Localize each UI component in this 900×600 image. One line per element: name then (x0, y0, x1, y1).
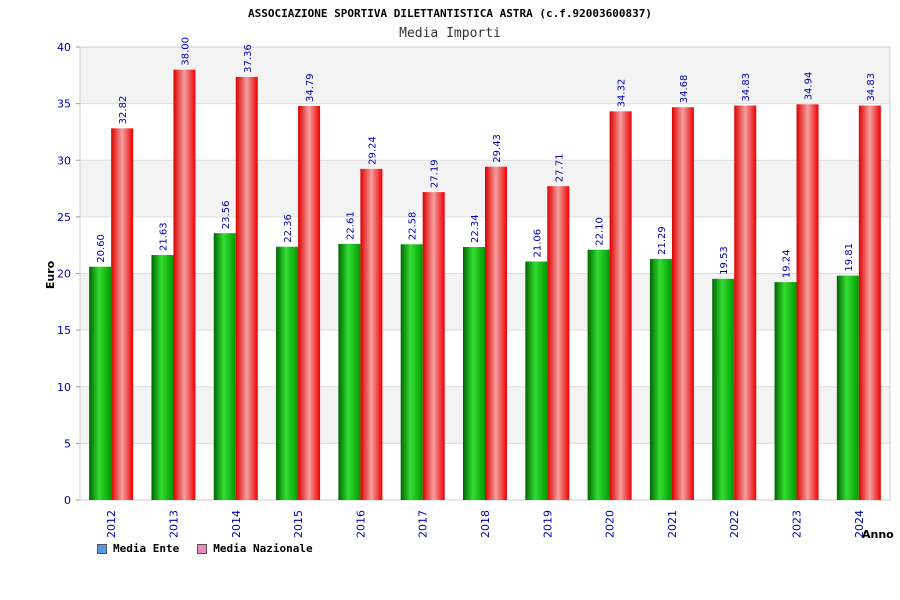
grid-band (80, 47, 890, 104)
bar-media-nazionale (796, 104, 819, 500)
x-tick-label: 2022 (728, 510, 741, 538)
data-label-media-ente: 21.06 (532, 229, 543, 258)
plot-area: 0 5 10 15 20 25 30 35 40 20.60 32.82 2012 21.63 38.00… (57, 37, 891, 538)
bar-media-ente (587, 249, 610, 500)
data-label-media-nazionale: 27.19 (430, 159, 441, 188)
bar-media-ente (338, 243, 361, 500)
data-label-media-ente: 22.10 (595, 217, 606, 246)
x-tick-label: 2020 (604, 510, 617, 538)
legend-label-ente: Media Ente (113, 542, 180, 555)
legend-swatch-ente (97, 543, 107, 554)
y-tick-label: 40 (57, 41, 71, 54)
x-tick-label: 2012 (105, 510, 118, 538)
bar-media-ente (276, 246, 299, 500)
x-tick-label: 2024 (853, 510, 866, 538)
legend-swatch-nazionale (197, 543, 208, 554)
bar-media-ente (151, 255, 174, 500)
bar-media-nazionale (298, 106, 321, 501)
data-label-media-nazionale: 37.36 (243, 44, 254, 73)
y-tick-label: 5 (64, 437, 71, 450)
x-tick-label: 2015 (292, 510, 305, 538)
x-tick-label: 2021 (666, 510, 679, 538)
data-label-media-ente: 22.34 (470, 214, 481, 243)
bar-media-nazionale (111, 128, 134, 500)
x-tick-label: 2018 (479, 510, 492, 538)
data-label-media-ente: 21.63 (158, 222, 169, 251)
bar-media-ente (525, 261, 548, 500)
y-tick-label: 30 (57, 154, 71, 167)
bar-media-nazionale (671, 107, 694, 501)
x-tick-label: 2023 (791, 510, 804, 538)
data-label-media-nazionale: 34.83 (741, 73, 752, 102)
bar-media-nazionale (547, 186, 570, 500)
bar-media-ente (836, 275, 859, 500)
legend-item-ente: Media Ente (97, 542, 179, 555)
bar-media-ente (649, 258, 672, 500)
y-axis-label: Euro (44, 260, 57, 289)
data-label-media-ente: 20.60 (96, 234, 107, 263)
legend-label-nazionale: Media Nazionale (213, 542, 313, 555)
bar-media-nazionale (173, 69, 196, 501)
data-label-media-ente: 19.24 (782, 249, 793, 278)
data-label-media-ente: 22.58 (408, 212, 419, 241)
data-label-media-nazionale: 34.32 (617, 79, 628, 108)
bar-media-ente (463, 246, 485, 500)
bar-media-nazionale (485, 166, 507, 500)
bar-media-ente (774, 282, 797, 500)
data-label-media-ente: 19.81 (844, 243, 855, 272)
x-axis-label: Anno (862, 528, 894, 541)
data-label-media-ente: 23.56 (221, 201, 232, 230)
x-tick-label: 2019 (541, 510, 554, 538)
data-label-media-nazionale: 34.94 (804, 72, 815, 101)
data-label-media-nazionale: 34.79 (305, 73, 316, 102)
bar-media-ente (89, 266, 112, 500)
data-label-media-nazionale: 34.83 (866, 73, 877, 102)
bar-media-ente (400, 244, 423, 500)
y-tick-label: 15 (57, 324, 71, 337)
y-tick-label: 10 (57, 381, 71, 394)
x-tick-label: 2017 (417, 510, 430, 538)
y-tick-label: 20 (57, 268, 71, 281)
data-label-media-nazionale: 29.43 (492, 134, 503, 163)
data-label-media-nazionale: 27.71 (554, 154, 565, 183)
grid-band (80, 103, 890, 161)
bar-media-nazionale (858, 105, 881, 501)
data-label-media-ente: 22.61 (345, 211, 356, 240)
x-tick-label: 2013 (167, 510, 180, 538)
data-label-media-ente: 22.36 (283, 214, 294, 243)
legend-item-nazionale: Media Nazionale (197, 542, 313, 555)
chart-title: ASSOCIAZIONE SPORTIVA DILETTANTISTICA AS… (248, 7, 652, 20)
data-label-media-ente: 19.53 (719, 246, 730, 275)
bar-media-nazionale (422, 192, 445, 501)
x-tick-label: 2016 (354, 510, 367, 538)
bar-media-nazionale (235, 76, 258, 500)
legend: Media Ente Media Nazionale (97, 542, 313, 555)
bar-media-nazionale (734, 105, 757, 501)
bar-media-ente (213, 233, 236, 501)
bar-media-ente (712, 278, 735, 500)
data-label-media-nazionale: 38.00 (180, 37, 191, 66)
y-tick-label: 35 (57, 98, 71, 111)
x-tick-label: 2014 (230, 510, 243, 538)
data-label-media-nazionale: 29.24 (367, 136, 378, 165)
data-label-media-nazionale: 32.82 (118, 96, 129, 125)
y-tick-label: 25 (57, 211, 71, 224)
bar-media-nazionale (360, 168, 383, 500)
chart-subtitle: Media Importi (399, 26, 501, 41)
data-label-media-nazionale: 34.68 (679, 75, 690, 104)
data-label-media-ente: 21.29 (657, 226, 668, 255)
y-tick-label: 0 (64, 494, 71, 507)
bar-media-nazionale (609, 111, 632, 501)
